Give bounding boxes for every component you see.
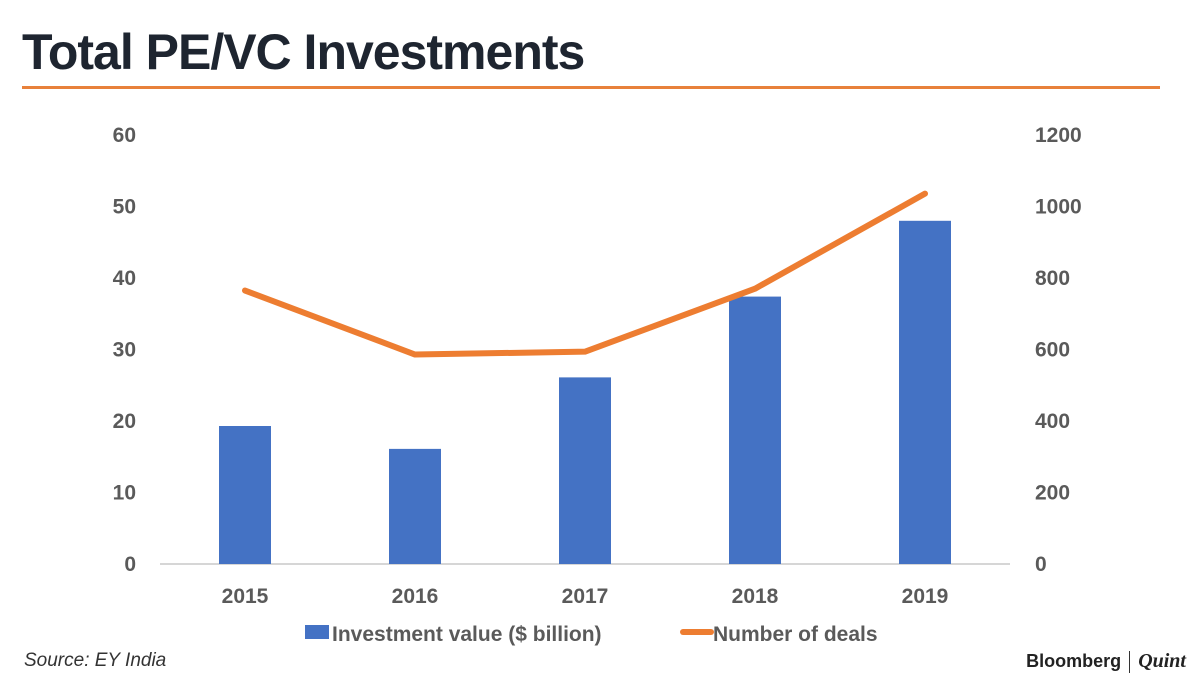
left-axis-tick-label: 10: [113, 482, 136, 505]
x-axis-tick-label: 2017: [562, 585, 609, 608]
right-axis-tick-label: 200: [1035, 482, 1070, 505]
source-note: Source: EY India: [24, 650, 167, 671]
bar-2018: [729, 296, 781, 564]
left-axis-ticks: 0 10 20 30 40 50 60: [113, 124, 136, 576]
bar-2016: [389, 448, 441, 564]
bar-2015: [219, 426, 271, 564]
x-axis-tick-label: 2015: [222, 585, 269, 608]
left-axis-tick-label: 0: [124, 553, 136, 576]
x-axis-tick-label: 2016: [392, 585, 439, 608]
legend-swatch-bar: [305, 625, 329, 639]
legend-label-deals: Number of deals: [713, 623, 878, 646]
right-axis-tick-label: 0: [1035, 553, 1047, 576]
x-axis-tick-label: 2018: [732, 585, 779, 608]
page-title: Total PE/VC Investments: [22, 24, 585, 80]
left-axis-tick-label: 40: [113, 267, 136, 290]
right-axis-tick-label: 600: [1035, 339, 1070, 362]
line-series-number-of-deals: [242, 190, 928, 358]
legend-label-investment: Investment value ($ billion): [332, 623, 602, 646]
legend: Investment value ($ billion) Number of de…: [305, 623, 878, 646]
left-axis-tick-label: 30: [113, 339, 136, 362]
left-axis-tick-label: 20: [113, 410, 136, 433]
brand-name: Bloomberg: [1026, 651, 1122, 671]
bar-2017: [559, 377, 611, 564]
left-axis-tick-label: 50: [113, 196, 136, 219]
right-axis-tick-label: 1000: [1035, 196, 1082, 219]
title-underline: [22, 86, 1160, 89]
brand-divider: [1129, 650, 1131, 673]
x-axis-labels: 2015 2016 2017 2018 2019: [222, 585, 949, 608]
left-axis-tick-label: 60: [113, 124, 136, 147]
brand-suffix: Quint: [1138, 650, 1186, 672]
brand-logo: Bloomberg Quint: [1026, 650, 1186, 673]
right-axis-tick-label: 1200: [1035, 124, 1082, 147]
bar-2019: [899, 220, 951, 565]
right-axis-ticks: 0 200 400 600 800 1000 1200: [1035, 124, 1082, 576]
right-axis-tick-label: 800: [1035, 267, 1070, 290]
x-axis-tick-label: 2019: [902, 585, 949, 608]
bar-series: [219, 220, 951, 565]
right-axis-tick-label: 400: [1035, 410, 1070, 433]
